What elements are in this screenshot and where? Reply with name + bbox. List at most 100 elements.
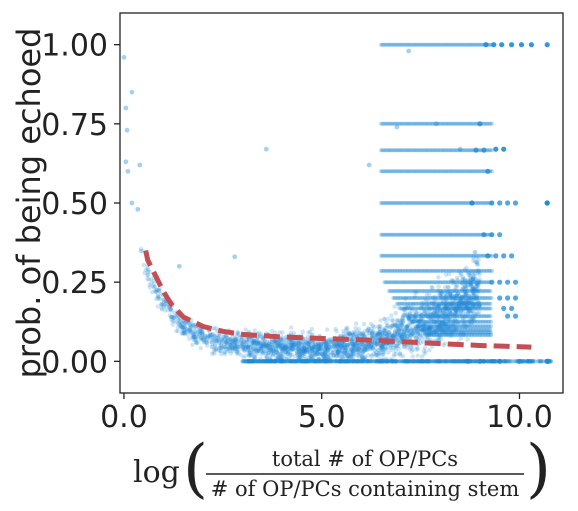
scatter-point (343, 327, 349, 332)
scatter-point (447, 291, 453, 297)
scatter-point (296, 343, 301, 348)
scatter-point (460, 274, 465, 280)
scatter-point (208, 333, 213, 338)
scatter-point (372, 324, 377, 330)
scatter-point (448, 302, 453, 307)
scatter-point (408, 331, 414, 337)
scatter-point (415, 327, 420, 332)
scatter-point (178, 323, 183, 328)
scatter-point (443, 285, 448, 290)
scatter-point (251, 338, 257, 343)
scatter-point (176, 317, 181, 322)
scatter-point (255, 341, 260, 346)
scatter-point (340, 343, 345, 349)
scatter-point (456, 304, 461, 309)
scatter-point (374, 358, 379, 364)
scatter-point (196, 332, 202, 337)
scatter-point (192, 335, 197, 340)
scatter-point (360, 343, 366, 348)
scatter-point (204, 340, 209, 345)
scatter-point (445, 284, 451, 290)
scatter-point (458, 299, 463, 304)
scatter-point (305, 347, 311, 353)
scatter-point (423, 349, 428, 354)
scatter-point (441, 317, 446, 322)
scatter-point (462, 293, 467, 298)
scatter-point (378, 343, 383, 349)
scatter-point (464, 292, 469, 297)
scatter-point (191, 322, 196, 328)
scatter-point (299, 348, 305, 353)
scatter-point (268, 344, 273, 350)
scatter-point (193, 331, 198, 337)
scatter-point (432, 328, 438, 334)
scatter-point (363, 347, 368, 353)
scatter-point (446, 312, 451, 318)
scatter-band-point (509, 42, 515, 48)
scatter-point (393, 332, 398, 337)
scatter-point (285, 350, 290, 355)
scatter-point (446, 302, 451, 307)
scatter-point (417, 332, 423, 337)
scatter-point (361, 355, 366, 360)
scatter-point (231, 342, 236, 348)
scatter-point (379, 347, 384, 352)
scatter-point (457, 293, 462, 298)
scatter-point (302, 346, 308, 351)
scatter-point (297, 346, 302, 351)
scatter-point (475, 281, 480, 286)
scatter-point (362, 343, 367, 348)
scatter-point (318, 345, 324, 351)
scatter-point (471, 258, 476, 263)
scatter-point (222, 344, 228, 350)
scatter-point (422, 326, 427, 331)
scatter-point (344, 331, 349, 336)
scatter-point (196, 329, 202, 334)
scatter-point (316, 356, 321, 362)
scatter-point (325, 341, 331, 347)
scatter-point (440, 310, 445, 316)
scatter-point (318, 341, 323, 346)
scatter-point (229, 340, 234, 345)
scatter-point (269, 347, 274, 352)
scatter-point (442, 315, 447, 321)
scatter-point (337, 341, 342, 346)
scatter-point (455, 277, 460, 283)
scatter-point (383, 347, 388, 352)
scatter-point (266, 342, 272, 347)
scatter-point (475, 260, 480, 265)
scatter-point (207, 334, 212, 339)
scatter-point (154, 289, 159, 295)
scatter-point (254, 336, 259, 342)
scatter-point (258, 345, 264, 351)
scatter-point (182, 331, 188, 336)
scatter-point (298, 342, 304, 347)
scatter-band-point (512, 279, 519, 285)
scatter-point (269, 328, 275, 334)
scatter-point (391, 322, 396, 328)
scatter-point (369, 353, 374, 358)
scatter-point (255, 341, 261, 346)
scatter-point (244, 344, 249, 349)
scatter-point (368, 345, 373, 350)
scatter-point (351, 333, 356, 338)
scatter-point (309, 349, 314, 354)
scatter-point (465, 305, 470, 311)
scatter-point (336, 347, 342, 352)
scatter-point (422, 310, 427, 315)
scatter-point (427, 329, 433, 334)
scatter-point (228, 342, 233, 348)
scatter-point (296, 349, 302, 354)
scatter-point (421, 326, 427, 332)
scatter-point (312, 349, 317, 355)
scatter-point (467, 300, 473, 306)
scatter-point (305, 342, 311, 347)
scatter-point (252, 358, 257, 363)
scatter-point (451, 300, 456, 306)
scatter-point (387, 329, 392, 335)
scatter-point (366, 330, 371, 336)
scatter-band-point (469, 200, 475, 206)
scatter-point (232, 344, 237, 350)
scatter-point (281, 337, 286, 342)
scatter-point (397, 351, 403, 356)
